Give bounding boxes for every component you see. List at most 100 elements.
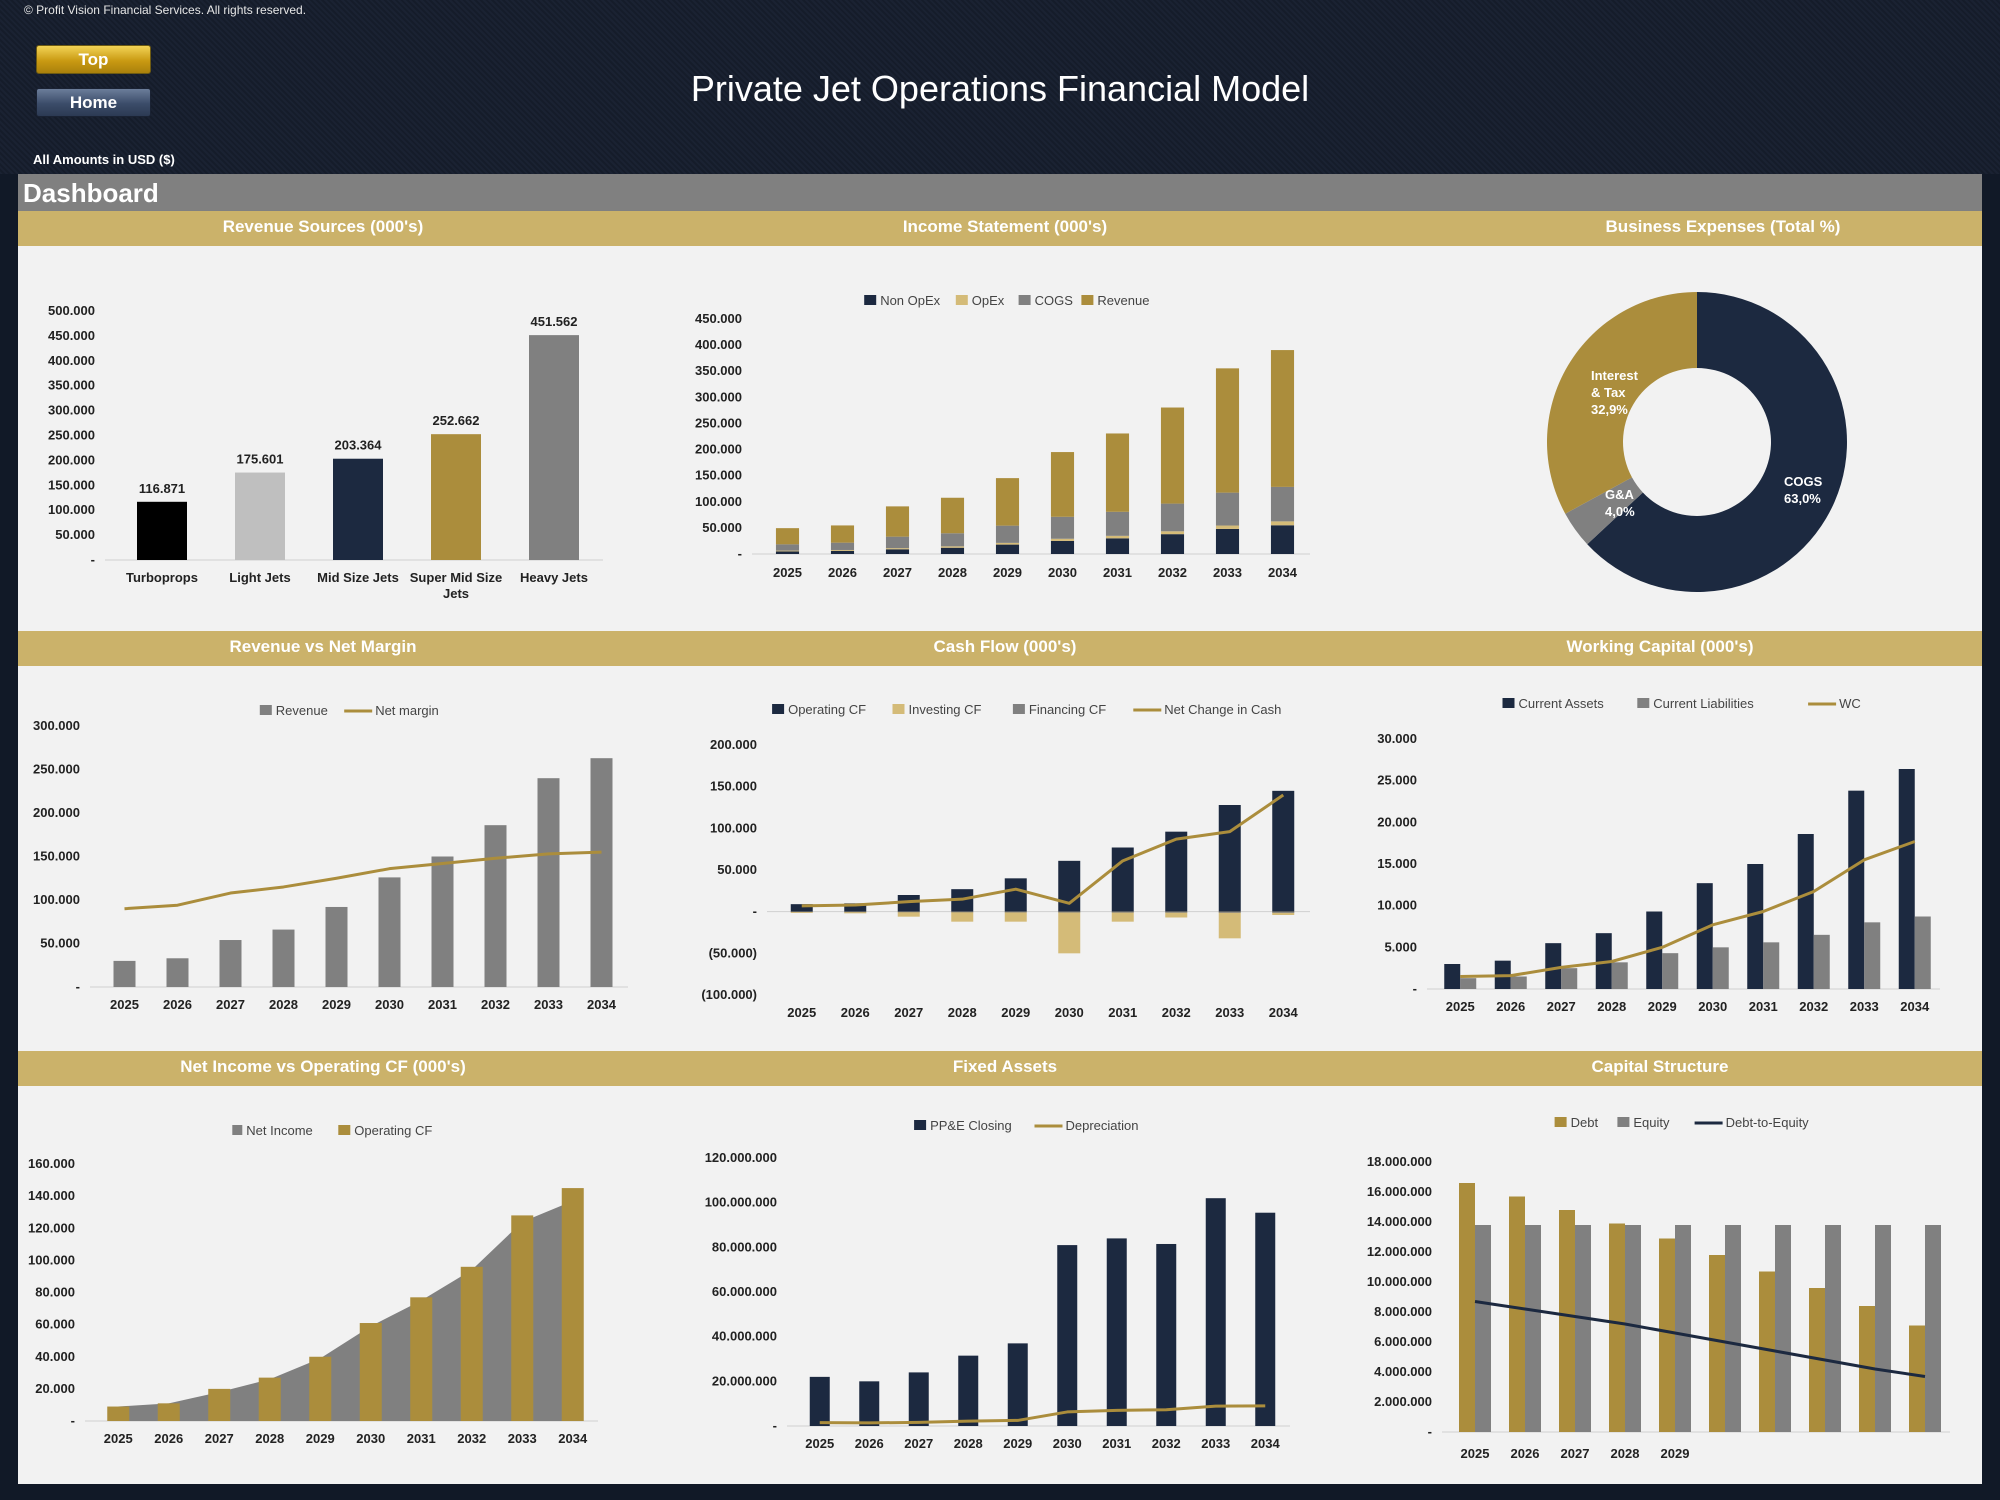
bar-current-liabilities xyxy=(1864,922,1881,989)
y-tick-label: 10.000 xyxy=(1377,898,1417,913)
y-tick-label: 100.000 xyxy=(48,502,95,517)
y-tick-label: 20.000.000 xyxy=(712,1373,777,1388)
y-tick-label: 200.000 xyxy=(48,452,95,467)
bar-opex xyxy=(1160,531,1185,535)
x-tick-label: 2032 xyxy=(1152,1436,1181,1451)
bar-operating-cf xyxy=(790,904,813,912)
data-label-mid-size-jets: 203.364 xyxy=(335,438,383,453)
x-tick-label: 2032 xyxy=(481,997,510,1012)
bar-revenue xyxy=(219,940,242,987)
x-tick-label: 2033 xyxy=(1213,565,1242,580)
bar-revenue xyxy=(537,778,560,987)
line-debt-to-equity xyxy=(1474,1300,1926,1378)
x-tick-label: 2030 xyxy=(356,1431,385,1446)
bar-opex xyxy=(885,548,910,550)
bar-current-assets xyxy=(1444,964,1461,989)
capital-structure-chart: - 2.000.000 4.000.000 6.000.000 8.000.000 10.… xyxy=(1340,1086,1980,1486)
y-tick-label: 20.000 xyxy=(35,1381,75,1396)
bar-financing-cf xyxy=(1004,911,1027,913)
bar-operating-cf xyxy=(1004,878,1027,912)
y-tick-label: 40.000.000 xyxy=(712,1329,777,1344)
bar-cogs xyxy=(830,542,855,550)
bar-financing-cf xyxy=(951,911,974,913)
line-depreciation xyxy=(819,1404,1266,1425)
bar-current-liabilities xyxy=(1510,976,1527,989)
x-tick-label: 2027 xyxy=(904,1436,933,1451)
legend-label-financing-cf: Financing CF xyxy=(1029,702,1106,717)
line-wc xyxy=(1460,840,1916,978)
bar-pp-e-closing xyxy=(908,1372,929,1426)
y-tick-label: 2.000.000 xyxy=(1374,1394,1432,1409)
revenue-vs-net-margin-chart: - 50.000 100.000 150.000 200.000 250.000 300.0… xyxy=(18,666,658,1051)
bar-operating-cf xyxy=(1165,831,1188,912)
y-tick-label: 250.000 xyxy=(33,762,80,777)
x-tick-label: 2027 xyxy=(216,997,245,1012)
business-expenses-chart: COGS 63,0% G&A 4,0% Interest & Tax 32,9% xyxy=(1380,246,1980,631)
legend-label-revenue: Revenue xyxy=(276,703,328,718)
bar-investing-cf xyxy=(1218,911,1241,939)
bar-revenue xyxy=(431,856,454,987)
bar-current-assets xyxy=(1545,943,1562,989)
x-tick-label: 2027 xyxy=(883,565,912,580)
bar-current-liabilities xyxy=(1561,968,1578,989)
y-tick-label: 100.000 xyxy=(33,892,80,907)
legend-label-operating-cf: Operating CF xyxy=(788,702,866,717)
bar-super-mid-size-jets xyxy=(431,434,481,560)
bar-opex xyxy=(1105,535,1130,539)
bar-opex xyxy=(1270,521,1295,526)
x-tick-label: Jets xyxy=(443,586,469,601)
top-button[interactable]: Top xyxy=(36,45,151,74)
y-tick-label: 18.000.000 xyxy=(1367,1154,1432,1169)
legend-label-non-opex: Non OpEx xyxy=(880,293,940,308)
bar-operating-cf xyxy=(1218,805,1241,912)
y-tick-label: 400.000 xyxy=(695,337,742,352)
legend-label-debt: Debt xyxy=(1571,1115,1599,1130)
x-tick-label: 2033 xyxy=(1201,1436,1230,1451)
bar-revenue xyxy=(885,506,910,537)
panel-title-fixed-assets: Fixed Assets xyxy=(952,1057,1058,1076)
bar-equity xyxy=(1925,1225,1941,1432)
slice-cogs xyxy=(1587,292,1847,592)
bar-financing-cf xyxy=(1218,911,1241,913)
bar-investing-cf xyxy=(1058,911,1081,954)
area-net-income xyxy=(118,1200,573,1421)
slice-label-interest-tax: Interest & Tax 32,9% xyxy=(1591,368,1639,417)
bar-pp-e-closing xyxy=(859,1381,880,1426)
bar-non-opex xyxy=(885,549,910,554)
bar-operating-cf xyxy=(359,1323,382,1421)
x-tick-label: 2025 xyxy=(110,997,139,1012)
bar-current-liabilities xyxy=(1662,953,1679,989)
x-tick-label: 2031 xyxy=(1103,565,1132,580)
panel-title-revenue-vs-net-margin: Revenue vs Net Margin xyxy=(229,637,417,656)
y-tick-label: - xyxy=(1413,981,1417,996)
x-tick-label: 2029 xyxy=(322,997,351,1012)
y-tick-label: (50.000) xyxy=(709,945,757,960)
bar-financing-cf xyxy=(1111,911,1134,913)
x-tick-label: 2030 xyxy=(375,997,404,1012)
bar-non-opex xyxy=(1160,534,1185,554)
bar-non-opex xyxy=(775,551,800,554)
x-tick-label: 2026 xyxy=(855,1436,884,1451)
bar-revenue xyxy=(995,478,1020,526)
legend-label-equity: Equity xyxy=(1633,1115,1670,1130)
bar-debt xyxy=(1709,1255,1725,1432)
x-tick-label: 2032 xyxy=(1158,565,1187,580)
bar-financing-cf xyxy=(1272,911,1295,913)
bar-cogs xyxy=(940,533,965,547)
y-tick-label: 200.000 xyxy=(695,442,742,457)
y-tick-label: 300.000 xyxy=(48,403,95,418)
bar-operating-cf xyxy=(460,1266,483,1421)
x-tick-label: Super Mid Size xyxy=(410,570,502,585)
bar-equity xyxy=(1675,1225,1691,1432)
bar-equity xyxy=(1875,1225,1891,1432)
bar-debt xyxy=(1509,1196,1525,1432)
home-button[interactable]: Home xyxy=(36,88,151,117)
y-tick-label: 300.000 xyxy=(695,389,742,404)
legend-swatch-cogs xyxy=(1018,295,1031,305)
bar-non-opex xyxy=(1215,528,1240,554)
y-tick-label: 350.000 xyxy=(695,363,742,378)
legend-label-investing-cf: Investing CF xyxy=(909,702,982,717)
y-tick-label: 50.000 xyxy=(40,936,80,951)
x-tick-label: 2026 xyxy=(828,565,857,580)
bar-financing-cf xyxy=(844,911,867,913)
